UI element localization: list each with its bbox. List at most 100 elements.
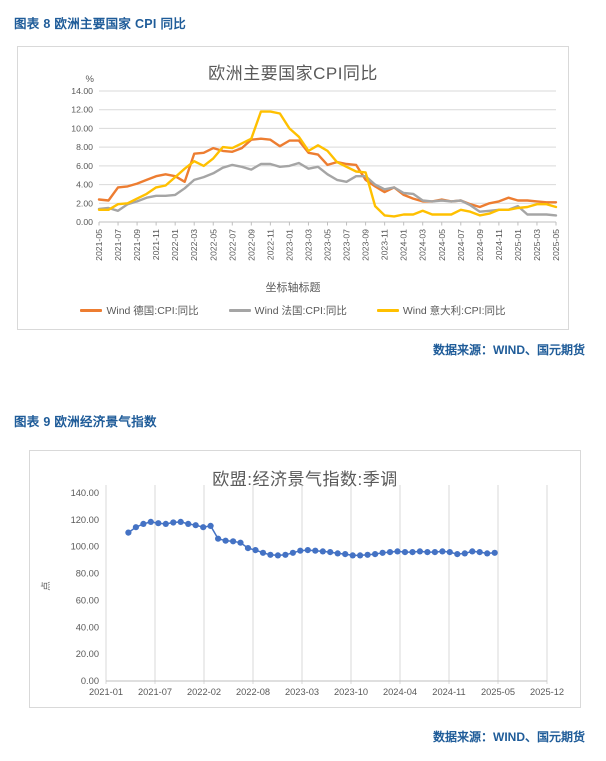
x-tick-label: 2021-01 — [89, 687, 123, 697]
data-point-marker — [222, 537, 229, 544]
data-point-marker — [386, 549, 394, 556]
data-point-marker — [192, 522, 199, 529]
y-tick-label: 120.00 — [71, 515, 99, 525]
x-tick-label: 2023-10 — [334, 687, 368, 697]
data-point-marker — [244, 545, 252, 552]
legend-item-italy: Wind 意大利:CPI:同比 — [376, 303, 506, 318]
x-tick-label: 2021-07 — [113, 229, 123, 261]
y-tick-label: 20.00 — [76, 649, 99, 659]
data-point-marker — [185, 520, 192, 527]
data-point-marker — [125, 529, 132, 536]
x-tick-label: 2022-08 — [236, 687, 270, 697]
data-point-marker — [259, 549, 267, 556]
data-point-marker — [177, 518, 184, 525]
data-source-note-fig8: 数据来源：WIND、国元期货 — [433, 343, 585, 357]
data-point-marker — [282, 551, 289, 558]
data-point-marker — [364, 551, 371, 558]
x-axis-title: 坐标轴标题 — [265, 282, 321, 294]
data-point-marker — [312, 547, 319, 554]
y-tick-label: 8.00 — [76, 142, 93, 152]
esi-chart-plot: 0.00 20.00 40.00 60.00 80.00 100.00 120.00 140.… — [71, 485, 564, 697]
data-point-marker — [230, 538, 237, 545]
x-tick-label: 2025-01 — [513, 229, 523, 261]
x-tick-label: 2022-09 — [246, 229, 256, 261]
x-tick-label: 2024-05 — [437, 229, 447, 261]
y-tick-label: 140.00 — [71, 488, 99, 498]
x-tick-label: 2021-11 — [151, 229, 161, 260]
legend-line-swatch-germany — [80, 309, 103, 312]
y-axis-unit-label: % — [85, 74, 94, 85]
data-point-marker — [207, 522, 214, 529]
legend-item-germany: Wind 德国:CPI:同比 — [80, 303, 199, 318]
data-point-marker — [267, 551, 274, 558]
data-point-marker — [446, 549, 453, 556]
y-tick-label: 12.00 — [71, 105, 93, 115]
x-tick-label: 2024-01 — [399, 229, 409, 261]
cpi-chart-plot: 0.00 2.00 4.00 6.00 8.00 10.00 12.00 14.00 2021-… — [71, 86, 561, 261]
data-point-marker — [409, 549, 416, 556]
legend-label-italy: Wind 意大利:CPI:同比 — [402, 305, 506, 317]
x-tick-label: 2023-07 — [342, 229, 352, 261]
data-point-marker — [215, 535, 222, 542]
data-point-marker — [289, 549, 296, 556]
figure8-heading: 图表 8 欧洲主要国家 CPI 同比 — [14, 17, 187, 31]
legend-item-france: Wind 法国:CPI:同比 — [228, 303, 347, 318]
data-point-marker — [484, 550, 491, 557]
x-tick-label: 2023-11 — [380, 229, 390, 260]
x-tick-label: 2023-01 — [284, 229, 294, 261]
data-point-marker — [200, 524, 207, 531]
esi-chart-frame: 欧盟:经济景气指数:季调 点 0.00 20.00 40.00 60.00 80.00 1… — [29, 450, 581, 708]
data-point-marker — [304, 547, 311, 554]
data-point-marker — [491, 549, 498, 556]
data-point-marker — [132, 524, 139, 531]
x-tick-label: 2024-03 — [418, 229, 428, 261]
y-tick-label: 80.00 — [76, 569, 99, 579]
data-point-marker — [379, 549, 386, 556]
y-tick-label: 6.00 — [76, 161, 93, 171]
x-tick-label: 2024-09 — [475, 229, 485, 261]
legend-line-swatch-italy — [376, 309, 399, 312]
y-tick-label: 4.00 — [76, 180, 93, 190]
cpi-chart-title: 欧洲主要国家CPI同比 — [208, 64, 378, 83]
data-point-marker — [454, 551, 461, 558]
data-point-marker — [155, 520, 162, 527]
data-point-marker — [439, 548, 446, 555]
x-tick-label: 2024-04 — [383, 687, 417, 697]
y-tick-label: 60.00 — [76, 595, 99, 605]
x-axis-ticks — [98, 222, 557, 226]
x-tick-label: 2022-02 — [187, 687, 221, 697]
x-tick-label: 2023-03 — [303, 229, 313, 261]
data-point-marker — [372, 551, 379, 558]
y-tick-label: 0.00 — [81, 676, 99, 686]
data-point-marker — [147, 518, 154, 525]
y-tick-label: 100.00 — [71, 542, 99, 552]
x-tick-label: 2022-03 — [189, 229, 199, 261]
x-tick-label: 2025-05 — [551, 229, 561, 261]
vertical-gridlines — [105, 485, 548, 684]
x-tick-label: 2023-05 — [323, 229, 333, 261]
data-point-marker — [170, 519, 177, 526]
horizontal-gridlines — [99, 90, 556, 223]
x-tick-label: 2021-05 — [94, 229, 104, 261]
x-tick-label: 2025-12 — [530, 687, 564, 697]
data-point-marker — [319, 548, 326, 555]
x-tick-label: 2025-03 — [532, 229, 542, 261]
cpi-chart-frame: 欧洲主要国家CPI同比 % 0.00 2.00 4.00 6.00 8.00 10.00 1… — [17, 46, 569, 330]
data-point-marker — [476, 549, 483, 556]
x-tick-label: 2021-09 — [132, 229, 142, 261]
data-point-marker — [274, 552, 281, 559]
data-point-marker — [461, 550, 468, 557]
series-markers — [125, 518, 498, 559]
y-tick-label: 14.00 — [71, 86, 93, 96]
legend-label-germany: Wind 德国:CPI:同比 — [106, 305, 199, 317]
x-tick-label: 2024-07 — [456, 229, 466, 261]
y-tick-label: 10.00 — [71, 123, 93, 133]
data-point-marker — [424, 549, 431, 556]
data-point-marker — [140, 520, 147, 527]
data-point-marker — [327, 549, 334, 556]
figure9-heading: 图表 9 欧洲经济景气指数 — [14, 415, 157, 429]
y-tick-label: 0.00 — [76, 217, 93, 227]
y-tick-label: 2.00 — [76, 198, 93, 208]
data-point-marker — [334, 550, 341, 557]
data-point-marker — [237, 539, 244, 546]
